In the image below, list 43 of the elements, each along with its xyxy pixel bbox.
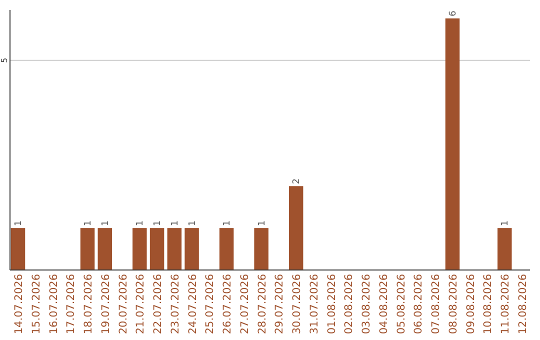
x-tick-label: 19.07.2026	[100, 274, 112, 334]
x-tick-label: 26.07.2026	[222, 274, 234, 334]
x-tick-label: 20.07.2026	[117, 274, 130, 334]
data-label: 1	[257, 220, 268, 226]
x-tick-label: 12.08.2026	[517, 274, 530, 334]
data-label: 1	[136, 220, 146, 226]
x-tick-label: 30.07.2026	[291, 274, 304, 334]
x-tick-label: 21.07.2026	[134, 274, 147, 334]
x-tick-label: 24.07.2026	[186, 274, 199, 334]
x-tick-label: 16.07.2026	[48, 274, 60, 334]
x-tick-label: 25.07.2026	[204, 274, 216, 334]
data-label: 1	[84, 220, 94, 226]
x-tick-label: 31.07.2026	[308, 274, 320, 334]
x-tick-label: 01.08.2026	[326, 274, 338, 334]
x-tick-label: 23.07.2026	[169, 274, 182, 334]
x-tick-label: 04.08.2026	[378, 274, 390, 334]
x-tick-label: 17.07.2026	[65, 274, 78, 334]
x-tick-label: 29.07.2026	[274, 274, 286, 334]
x-tick-label: 06.08.2026	[412, 274, 425, 334]
data-label: 6	[448, 10, 458, 16]
data-label: 1	[500, 220, 511, 226]
data-label: 1	[222, 220, 233, 226]
x-tick-label: 10.08.2026	[482, 274, 494, 334]
y-tick-label: 5	[0, 58, 9, 63]
x-tick-label: 18.07.2026	[82, 274, 95, 334]
x-tick-label: 08.08.2026	[447, 274, 460, 334]
x-tick-label: 02.08.2026	[343, 274, 356, 334]
data-label: 1	[170, 220, 180, 226]
data-label: 1	[14, 220, 24, 226]
data-label: 1	[188, 220, 198, 226]
x-tick-label: 22.07.2026	[152, 274, 164, 334]
x-tick-label: 11.08.2026	[500, 274, 512, 334]
data-label: 2	[292, 178, 302, 184]
x-tick-label: 09.08.2026	[464, 274, 477, 334]
x-tick-label: 27.07.2026	[238, 274, 251, 334]
x-tick-label: 28.07.2026	[256, 274, 268, 334]
x-tick-label: 03.08.2026	[360, 274, 373, 334]
data-label: 1	[153, 220, 164, 226]
x-tick-label: 05.08.2026	[395, 274, 408, 334]
x-tick-label: 07.08.2026	[430, 274, 442, 334]
x-tick-label: 14.07.2026	[12, 274, 25, 334]
x-tick-label: 15.07.2026	[30, 274, 42, 334]
data-label: 1	[100, 220, 111, 226]
